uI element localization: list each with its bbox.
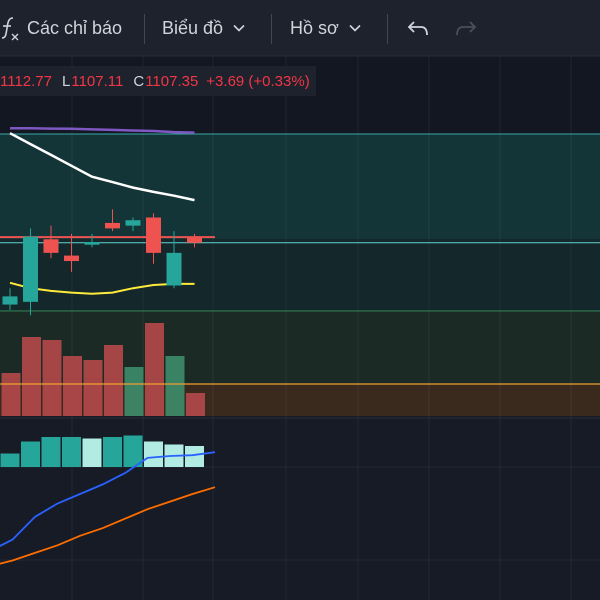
candle-body [166, 252, 182, 286]
volume-bar [1, 373, 21, 416]
histogram-bar [0, 453, 20, 467]
volume-bar [165, 356, 185, 416]
volume-bar [145, 323, 164, 416]
histogram-bar [62, 437, 81, 467]
candle-body [125, 220, 141, 226]
histogram-bar [103, 437, 122, 467]
candle-body [23, 236, 38, 302]
ma-yellow-line [9, 281, 195, 295]
chevron-down-icon [233, 24, 245, 32]
candle-body [2, 296, 18, 305]
histogram-bar [185, 446, 204, 467]
histogram-bar [21, 441, 40, 467]
candle-body [43, 239, 59, 253]
candle-body [64, 255, 79, 262]
close-label: C [133, 72, 145, 90]
ma-white-line [9, 132, 195, 202]
function-fx-icon[interactable] [0, 14, 22, 42]
volume-bar [186, 393, 205, 416]
signal-line [0, 486, 216, 565]
low-value: 1107.11 [71, 72, 124, 90]
histogram-bar [123, 435, 143, 467]
profile-dropdown[interactable]: Hồ sơ [290, 0, 361, 56]
candle-body [187, 236, 202, 243]
close-value: 1107.35 [145, 72, 199, 90]
chart-type-label: Biểu đồ [162, 17, 224, 38]
macd-line [0, 451, 216, 547]
indicators-button[interactable]: Các chỉ báo [27, 0, 122, 56]
main-lower-zone [0, 239, 600, 311]
candle-body [84, 241, 100, 245]
volume-bar [42, 340, 62, 416]
volume-bar [83, 360, 103, 416]
chart-type-dropdown[interactable]: Biểu đồ [162, 0, 245, 56]
indicators-label: Các chỉ báo [27, 17, 123, 38]
toolbar-divider [144, 14, 145, 44]
histogram-bar [82, 438, 102, 467]
main-upper-zone [0, 134, 600, 239]
undo-icon[interactable] [406, 16, 430, 40]
volume-bar [104, 345, 123, 416]
toolbar-divider [271, 14, 272, 44]
change-value: +3.69 (+0.33%) [206, 72, 310, 90]
chevron-down-icon [349, 24, 361, 32]
volume-bar [22, 337, 41, 416]
profile-label: Hồ sơ [290, 17, 339, 38]
candle-body [146, 217, 161, 253]
top-toolbar: Các chỉ báo Biểu đồ Hồ sơ [0, 0, 600, 56]
volume-bar [63, 356, 82, 416]
volume-bar [124, 367, 144, 416]
toolbar-divider [387, 14, 388, 44]
histogram-bar [41, 437, 61, 467]
ohlc-legend: 1112.77 L 1107.11 C 1107.35 +3.69 (+0.33… [0, 66, 316, 96]
candle-body [105, 222, 120, 229]
redo-icon[interactable] [454, 16, 478, 40]
ma-purple-line [10, 127, 195, 134]
high-value: 1112.77 [0, 72, 52, 90]
low-label: L [62, 72, 71, 90]
histogram-bar [144, 441, 163, 467]
